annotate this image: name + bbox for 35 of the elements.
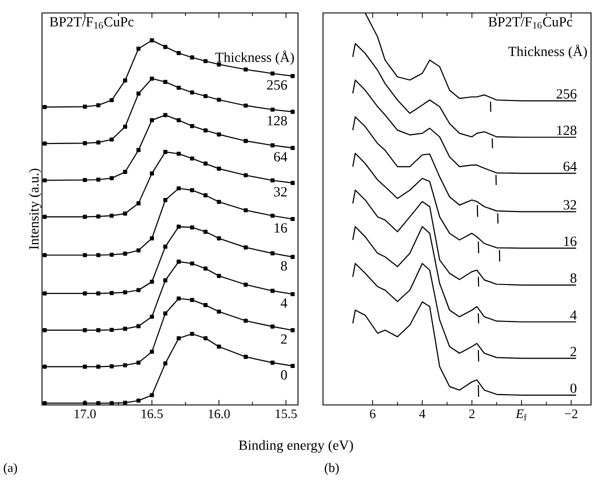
x-tick-label: 16.0 [208, 410, 230, 418]
series-label: 32 [564, 200, 576, 210]
text: (a) [4, 463, 18, 475]
series-label: 128 [268, 116, 287, 126]
x-tick-label: 17.0 [74, 410, 96, 418]
series-label: 16 [274, 223, 288, 233]
series-label: 4 [280, 298, 288, 308]
series-label: 64 [274, 152, 288, 162]
x-tick-label: 16.5 [142, 409, 163, 418]
series-label: 8 [281, 261, 287, 271]
x-tick-label: 15.5 [276, 410, 297, 418]
series-label: 256 [267, 80, 288, 90]
chart-title: BP2T/F$_{16}$CuPc [488, 17, 572, 29]
x-tick-label: −2 [564, 410, 578, 418]
series-label: 0 [570, 384, 576, 393]
x-tick-label: 6 [370, 410, 376, 418]
x-tick-label: 4 [419, 409, 426, 418]
series-label: 128 [557, 126, 576, 136]
series-label: 32 [274, 187, 287, 196]
y-axis-title: Intensity (a.u.) [28, 168, 42, 250]
x-tick-label: E$_{f}$ [516, 409, 527, 420]
series-label: 4 [570, 310, 577, 320]
series-label: 16 [564, 236, 577, 246]
chart-title: BP2T/F$_{16}$CuPc [50, 17, 134, 29]
series-label: 256 [556, 89, 577, 99]
series-label: 8 [570, 273, 576, 283]
legend-title: Thickness (Å) [215, 50, 294, 65]
series-label: 0 [281, 370, 287, 380]
series-label: 2 [281, 334, 287, 344]
x-tick-label: 2 [469, 410, 474, 418]
text: (b) [324, 463, 339, 475]
x-axis-title: Binding energy (eV) [238, 440, 353, 453]
legend-title: Thickness (Å) [508, 44, 587, 59]
series-label: 64 [564, 162, 577, 172]
series-label: 2 [570, 346, 576, 356]
